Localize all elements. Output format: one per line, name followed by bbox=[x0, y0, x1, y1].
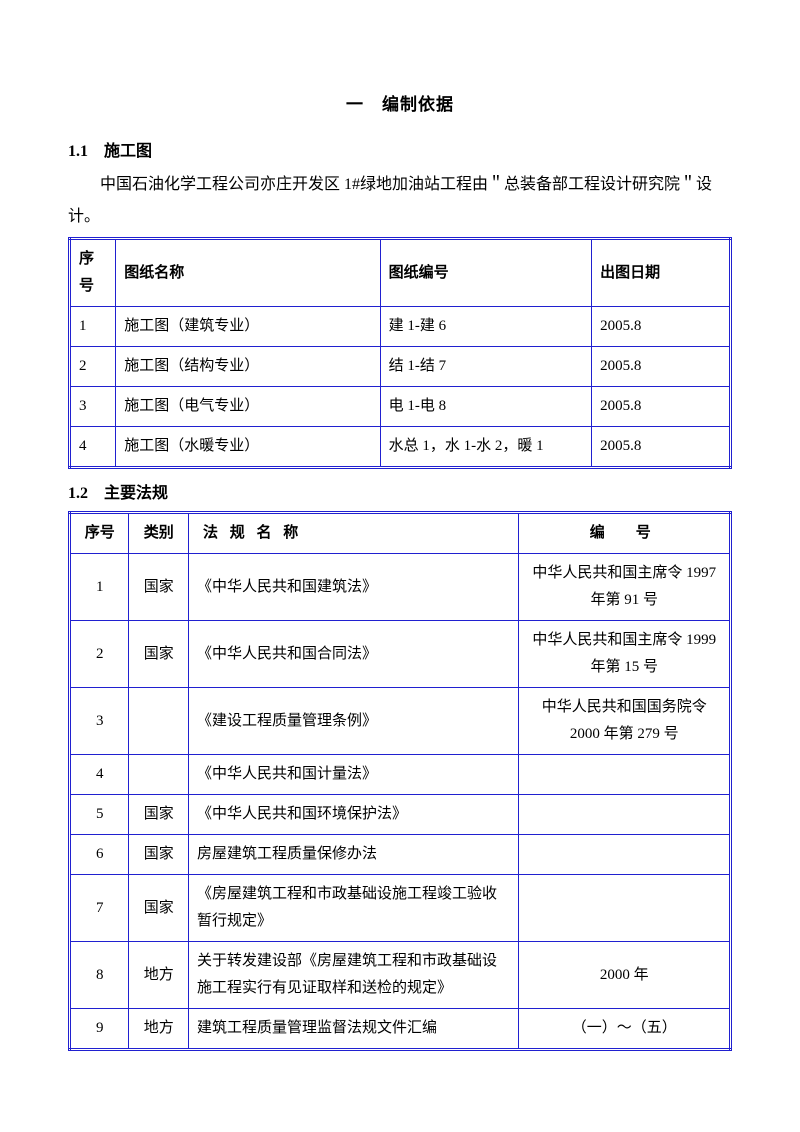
cell-name: 施工图（电气专业） bbox=[116, 387, 380, 427]
cell-name: 《建设工程质量管理条例》 bbox=[188, 688, 519, 755]
table-row: 9 地方 建筑工程质量管理监督法规文件汇编 （一）～（五） bbox=[70, 1009, 731, 1050]
cell-cat bbox=[129, 755, 188, 795]
page-title: 一 编制依据 bbox=[68, 90, 732, 115]
cell-no: 2 bbox=[70, 621, 129, 688]
cell-num bbox=[519, 755, 731, 795]
cell-num bbox=[519, 875, 731, 942]
th-code: 图纸编号 bbox=[380, 239, 592, 307]
table-row: 3 施工图（电气专业） 电 1-电 8 2005.8 bbox=[70, 387, 731, 427]
cell-date: 2005.8 bbox=[592, 427, 731, 468]
cell-no: 2 bbox=[70, 347, 116, 387]
table-row: 7 国家 《房屋建筑工程和市政基础设施工程竣工验收暂行规定》 bbox=[70, 875, 731, 942]
table-row: 6 国家 房屋建筑工程质量保修办法 bbox=[70, 835, 731, 875]
table-header-row: 序号 图纸名称 图纸编号 出图日期 bbox=[70, 239, 731, 307]
cell-no: 3 bbox=[70, 387, 116, 427]
cell-code: 水总 1，水 1-水 2，暖 1 bbox=[380, 427, 592, 468]
cell-num: 2000 年 bbox=[519, 942, 731, 1009]
heading-1-2: 1.2 主要法规 bbox=[68, 479, 732, 503]
table-row: 8 地方 关于转发建设部《房屋建筑工程和市政基础设施工程实行有见证取样和送检的规… bbox=[70, 942, 731, 1009]
cell-num bbox=[519, 835, 731, 875]
th-no: 序号 bbox=[70, 239, 116, 307]
cell-cat: 国家 bbox=[129, 875, 188, 942]
th-date: 出图日期 bbox=[592, 239, 731, 307]
cell-cat: 国家 bbox=[129, 795, 188, 835]
paragraph-1-1: 中国石油化学工程公司亦庄开发区 1#绿地加油站工程由＂总装备部工程设计研究院＂设… bbox=[68, 169, 732, 233]
cell-no: 1 bbox=[70, 307, 116, 347]
th-name: 法 规 名 称 bbox=[188, 513, 519, 554]
cell-cat: 国家 bbox=[129, 835, 188, 875]
cell-no: 9 bbox=[70, 1009, 129, 1050]
cell-no: 4 bbox=[70, 427, 116, 468]
th-name: 图纸名称 bbox=[116, 239, 380, 307]
cell-no: 5 bbox=[70, 795, 129, 835]
cell-cat: 国家 bbox=[129, 621, 188, 688]
cell-name: 《中华人民共和国合同法》 bbox=[188, 621, 519, 688]
cell-date: 2005.8 bbox=[592, 387, 731, 427]
cell-date: 2005.8 bbox=[592, 307, 731, 347]
table-header-row: 序号 类别 法 规 名 称 编 号 bbox=[70, 513, 731, 554]
cell-name: 施工图（结构专业） bbox=[116, 347, 380, 387]
table-row: 3 《建设工程质量管理条例》 中华人民共和国国务院令 2000 年第 279 号 bbox=[70, 688, 731, 755]
table-row: 4 施工图（水暖专业） 水总 1，水 1-水 2，暖 1 2005.8 bbox=[70, 427, 731, 468]
cell-cat bbox=[129, 688, 188, 755]
table-regulations: 序号 类别 法 规 名 称 编 号 1 国家 《中华人民共和国建筑法》 中华人民… bbox=[68, 511, 732, 1051]
cell-code: 建 1-建 6 bbox=[380, 307, 592, 347]
cell-code: 结 1-结 7 bbox=[380, 347, 592, 387]
th-cat: 类别 bbox=[129, 513, 188, 554]
cell-cat: 地方 bbox=[129, 942, 188, 1009]
th-no: 序号 bbox=[70, 513, 129, 554]
cell-cat: 地方 bbox=[129, 1009, 188, 1050]
cell-cat: 国家 bbox=[129, 554, 188, 621]
cell-no: 4 bbox=[70, 755, 129, 795]
table-row: 2 施工图（结构专业） 结 1-结 7 2005.8 bbox=[70, 347, 731, 387]
table-drawings: 序号 图纸名称 图纸编号 出图日期 1 施工图（建筑专业） 建 1-建 6 20… bbox=[68, 237, 732, 469]
document-page: 一 编制依据 1.1 施工图 中国石油化学工程公司亦庄开发区 1#绿地加油站工程… bbox=[0, 0, 800, 1132]
cell-code: 电 1-电 8 bbox=[380, 387, 592, 427]
th-num: 编 号 bbox=[519, 513, 731, 554]
cell-name: 《中华人民共和国环境保护法》 bbox=[188, 795, 519, 835]
cell-name: 关于转发建设部《房屋建筑工程和市政基础设施工程实行有见证取样和送检的规定》 bbox=[188, 942, 519, 1009]
cell-no: 6 bbox=[70, 835, 129, 875]
cell-name: 房屋建筑工程质量保修办法 bbox=[188, 835, 519, 875]
cell-name: 《中华人民共和国建筑法》 bbox=[188, 554, 519, 621]
cell-name: 建筑工程质量管理监督法规文件汇编 bbox=[188, 1009, 519, 1050]
cell-name: 施工图（建筑专业） bbox=[116, 307, 380, 347]
cell-num: 中华人民共和国主席令 1997 年第 91 号 bbox=[519, 554, 731, 621]
cell-num: 中华人民共和国主席令 1999 年第 15 号 bbox=[519, 621, 731, 688]
table-row: 2 国家 《中华人民共和国合同法》 中华人民共和国主席令 1999 年第 15 … bbox=[70, 621, 731, 688]
cell-date: 2005.8 bbox=[592, 347, 731, 387]
cell-name: 《中华人民共和国计量法》 bbox=[188, 755, 519, 795]
cell-name: 《房屋建筑工程和市政基础设施工程竣工验收暂行规定》 bbox=[188, 875, 519, 942]
cell-no: 3 bbox=[70, 688, 129, 755]
cell-num: 中华人民共和国国务院令 2000 年第 279 号 bbox=[519, 688, 731, 755]
cell-name: 施工图（水暖专业） bbox=[116, 427, 380, 468]
table-row: 1 施工图（建筑专业） 建 1-建 6 2005.8 bbox=[70, 307, 731, 347]
cell-no: 1 bbox=[70, 554, 129, 621]
table-row: 5 国家 《中华人民共和国环境保护法》 bbox=[70, 795, 731, 835]
cell-num bbox=[519, 795, 731, 835]
cell-no: 7 bbox=[70, 875, 129, 942]
heading-1-1: 1.1 施工图 bbox=[68, 137, 732, 161]
table-row: 4 《中华人民共和国计量法》 bbox=[70, 755, 731, 795]
cell-no: 8 bbox=[70, 942, 129, 1009]
table-row: 1 国家 《中华人民共和国建筑法》 中华人民共和国主席令 1997 年第 91 … bbox=[70, 554, 731, 621]
cell-num: （一）～（五） bbox=[519, 1009, 731, 1050]
